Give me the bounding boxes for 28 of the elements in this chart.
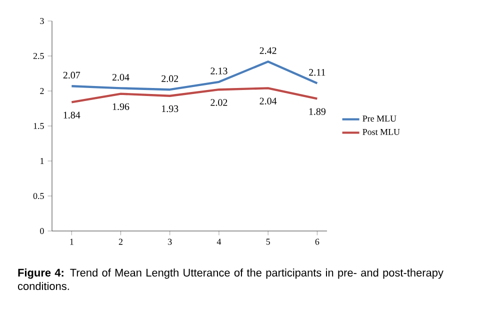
y-tick-label: 0 <box>40 228 44 234</box>
y-tick-label: 2.5 <box>33 52 44 60</box>
data-label: 2.13 <box>210 68 228 74</box>
data-label: 1.93 <box>162 105 178 112</box>
legend-label: Post MLU <box>362 128 400 135</box>
y-tick-label: 3 <box>40 18 44 24</box>
y-tick-label: 1 <box>40 158 44 164</box>
x-tick-label: 1 <box>70 238 74 245</box>
x-tick-label: 3 <box>168 238 172 245</box>
x-tick-label: 2 <box>118 238 122 245</box>
data-label: 1.96 <box>112 103 130 110</box>
legend-label: Pre MLU <box>362 116 396 122</box>
data-label: 2.11 <box>309 69 326 76</box>
y-tick-label: 0.5 <box>33 192 44 200</box>
data-label: 2.42 <box>260 47 276 54</box>
x-tick-label: 4 <box>216 238 222 245</box>
data-label: 2.04 <box>112 74 130 81</box>
data-label: 2.02 <box>210 99 228 106</box>
data-label: 2.02 <box>162 75 178 82</box>
x-tick-label: 6 <box>315 238 320 245</box>
data-label: 2.07 <box>63 72 80 79</box>
text: Figure 4: Trend of Mean Length Utterance of the participants in pre- and post-therapy conditions. <box>18 268 444 290</box>
y-tick-label: 1.5 <box>34 122 44 130</box>
data-label: 1.89 <box>309 108 326 115</box>
x-tick-label: 5 <box>266 238 270 245</box>
data-label: 1.84 <box>64 112 80 118</box>
y-tick-label: 2 <box>40 88 44 94</box>
data-label: 2.04 <box>260 98 277 104</box>
